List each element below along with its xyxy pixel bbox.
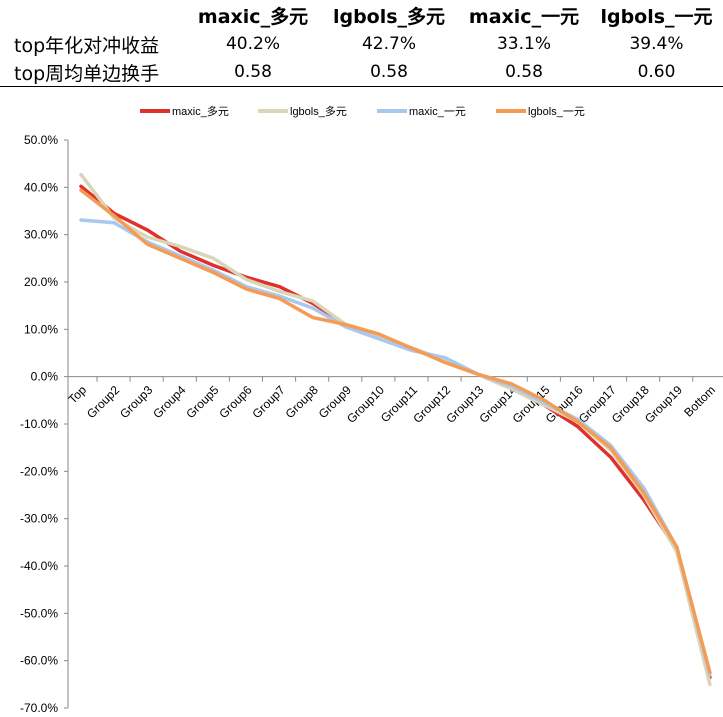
- x-tick-label: Group2: [84, 383, 122, 421]
- summary-header-corner: [0, 0, 186, 30]
- summary-row-label: top年化对冲收益: [14, 34, 160, 57]
- summary-header-maxic-single: maxic_一元: [468, 5, 580, 28]
- x-tick-label: Group19: [642, 383, 685, 426]
- summary-header-lgbols-multi: lgbols_多元: [332, 5, 446, 28]
- y-tick-label: 30.0%: [24, 228, 58, 242]
- series-line: [79, 218, 712, 677]
- summary-cell: 33.1%: [496, 34, 551, 54]
- y-tick-label: -20.0%: [20, 464, 58, 478]
- y-tick-label: -70.0%: [20, 701, 58, 715]
- x-tick-label: Group8: [283, 383, 321, 421]
- x-tick-label: Bottom: [681, 383, 718, 420]
- y-tick-label: 50.0%: [24, 133, 58, 147]
- x-tick-label: Group3: [117, 383, 155, 421]
- summary-cell: 0.58: [320, 58, 458, 87]
- summary-row-turnover: top周均单边换手 0.58 0.58 0.58 0.60: [0, 58, 723, 87]
- series-line: [79, 184, 712, 679]
- legend-label: lgbols_多元: [290, 104, 347, 118]
- chart-legend: maxic_多元 lgbols_多元 maxic_一元 lgbols_一元: [140, 104, 585, 118]
- y-tick-label: 0.0%: [31, 370, 59, 384]
- x-tick-label: Group5: [183, 383, 221, 421]
- summary-header-row: maxic_多元 lgbols_多元 maxic_一元 lgbols_一元: [0, 0, 723, 30]
- x-axis: TopGroup2Group3Group4Group5Group6Group7G…: [66, 376, 723, 426]
- summary-cell: 39.4%: [629, 34, 684, 54]
- y-tick-label: 40.0%: [24, 180, 58, 194]
- summary-header-lgbols-single: lgbols_一元: [600, 5, 713, 28]
- summary-row-label: top周均单边换手: [0, 58, 186, 87]
- y-tick-label: 10.0%: [24, 322, 58, 336]
- legend-label: lgbols_一元: [528, 106, 585, 118]
- y-tick-label: 20.0%: [24, 275, 58, 289]
- x-tick-label: Group6: [216, 383, 254, 421]
- summary-table: maxic_多元 lgbols_多元 maxic_一元 lgbols_一元 to…: [0, 0, 723, 87]
- summary-row-return: top年化对冲收益 40.2% 42.7% 33.1% 39.4%: [0, 30, 723, 58]
- summary-header-maxic-multi: maxic_多元: [197, 5, 309, 28]
- y-tick-label: -30.0%: [20, 512, 58, 526]
- x-tick-label: Group4: [150, 383, 188, 421]
- summary-cell: 0.58: [458, 58, 590, 87]
- x-tick-label: Top: [66, 383, 90, 407]
- x-tick-label: Group7: [250, 383, 288, 421]
- line-chart: maxic_多元 lgbols_多元 maxic_一元 lgbols_一元 50.0%…: [20, 104, 723, 715]
- y-tick-label: -50.0%: [20, 606, 58, 620]
- y-tick-label: -60.0%: [20, 654, 58, 668]
- series-lines: [79, 172, 712, 687]
- summary-cell: 40.2%: [225, 34, 280, 54]
- summary-cell: 42.7%: [361, 34, 416, 54]
- y-axis: 50.0% 40.0% 30.0% 20.0% 10.0% 0.0% -10.0% -20.0…: [20, 133, 69, 715]
- y-tick-label: -40.0%: [20, 559, 58, 573]
- y-tick-label: -10.0%: [20, 417, 58, 431]
- series-line: [79, 172, 712, 687]
- summary-cell: 0.58: [186, 58, 320, 87]
- legend-label: maxic_一元: [409, 106, 466, 118]
- legend-label: maxic_多元: [172, 104, 229, 118]
- series-line: [79, 188, 712, 675]
- summary-cell: 0.60: [590, 58, 723, 87]
